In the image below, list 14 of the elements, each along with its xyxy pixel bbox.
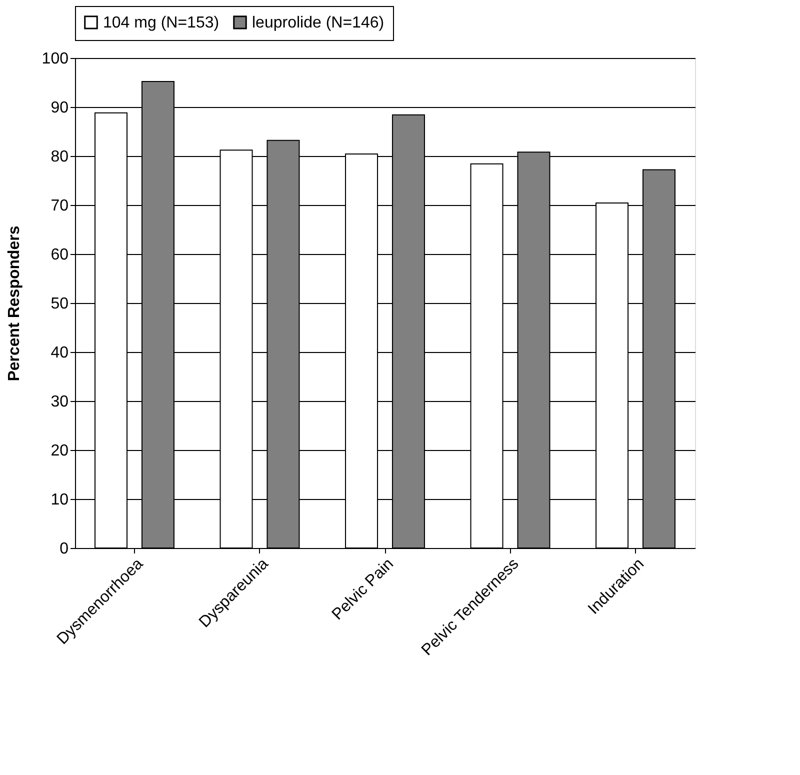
y-axis-title: Percent Responders [6,226,23,382]
y-tick-label: 100 [42,50,69,68]
y-tick-label: 0 [60,540,69,558]
y-tick-label: 40 [50,344,69,362]
y-tick-label: 20 [50,442,69,460]
y-tick-label: 80 [50,148,69,166]
y-tick-label: 30 [50,394,69,410]
y-tick-label: 90 [50,100,69,116]
y-tick-label: 50 [50,296,69,312]
legend-label: leuprolide (N=146) [252,14,384,32]
y-tick-label: 10 [50,492,69,508]
y-tick-label: 60 [50,246,69,264]
y-tick-label: 70 [50,198,69,214]
legend-label: 104 mg (N=153) [103,14,220,32]
